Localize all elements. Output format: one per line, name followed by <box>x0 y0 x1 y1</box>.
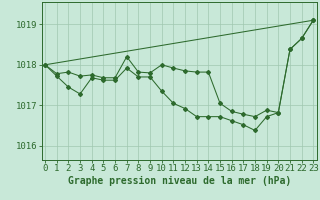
X-axis label: Graphe pression niveau de la mer (hPa): Graphe pression niveau de la mer (hPa) <box>68 176 291 186</box>
